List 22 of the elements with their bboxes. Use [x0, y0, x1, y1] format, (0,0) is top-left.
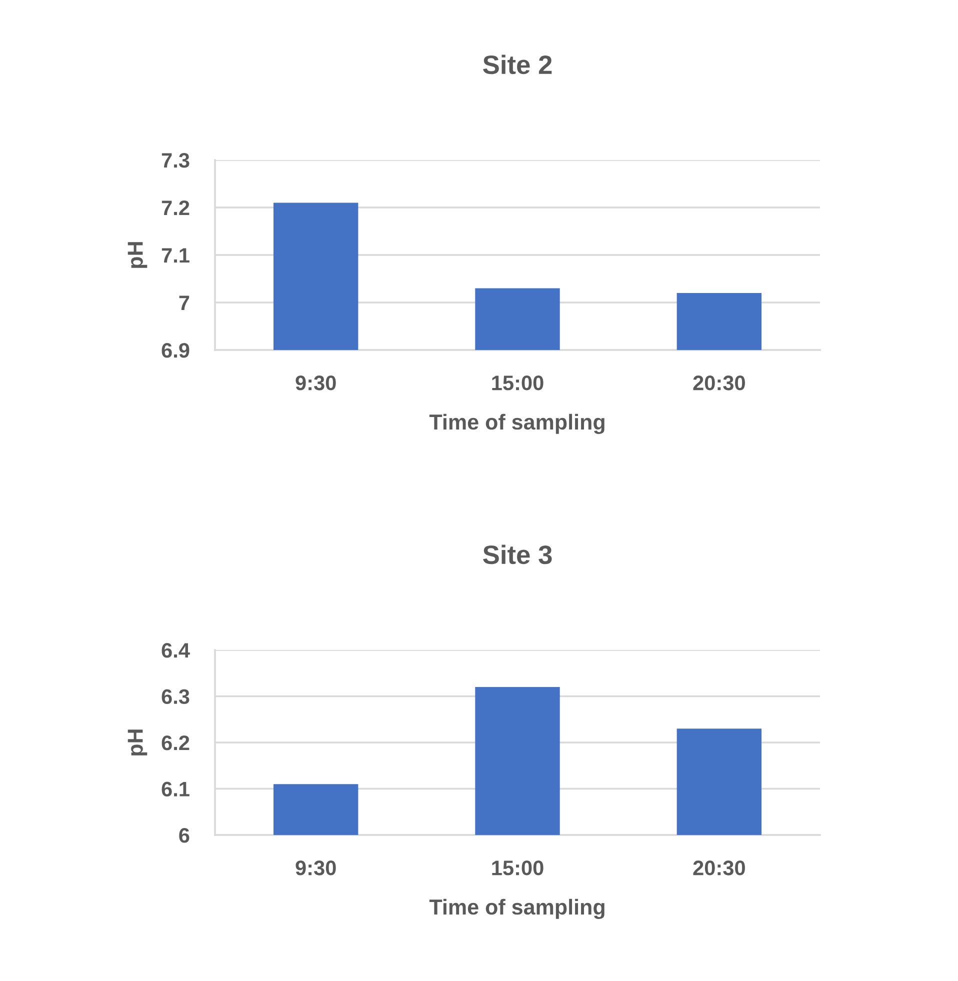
y-tick-label: 6.2 [162, 736, 190, 750]
y-tick-label: 6 [179, 828, 190, 843]
x-tick-label: 20:30 [693, 376, 745, 390]
y-tick-label: 7 [179, 296, 190, 310]
y-tick-label: 7.2 [162, 200, 190, 216]
x-tick-label: 20:30 [693, 860, 745, 876]
y-axis-title: pH [128, 730, 148, 756]
y-tick-label: 6.1 [162, 782, 190, 797]
y-tick-label: 6.4 [162, 643, 190, 658]
x-tick-label: 15:00 [492, 860, 544, 876]
x-tick-label: 15:00 [492, 376, 544, 390]
x-axis-title: Time of sampling [429, 414, 604, 434]
x-axis-title: Time of sampling [429, 898, 604, 920]
y-tick-label: 6.9 [162, 343, 190, 358]
chart-title: Site 3 [483, 544, 552, 564]
chart-title: Site 2 [483, 54, 552, 74]
y-tick-label: 6.3 [162, 689, 190, 704]
x-tick-label: 9:30 [296, 860, 336, 876]
y-tick-label: 7.3 [162, 153, 190, 168]
y-tick-label: 7.1 [162, 248, 190, 263]
y-axis-title: pH [128, 242, 148, 268]
x-tick-label: 9:30 [296, 376, 336, 390]
